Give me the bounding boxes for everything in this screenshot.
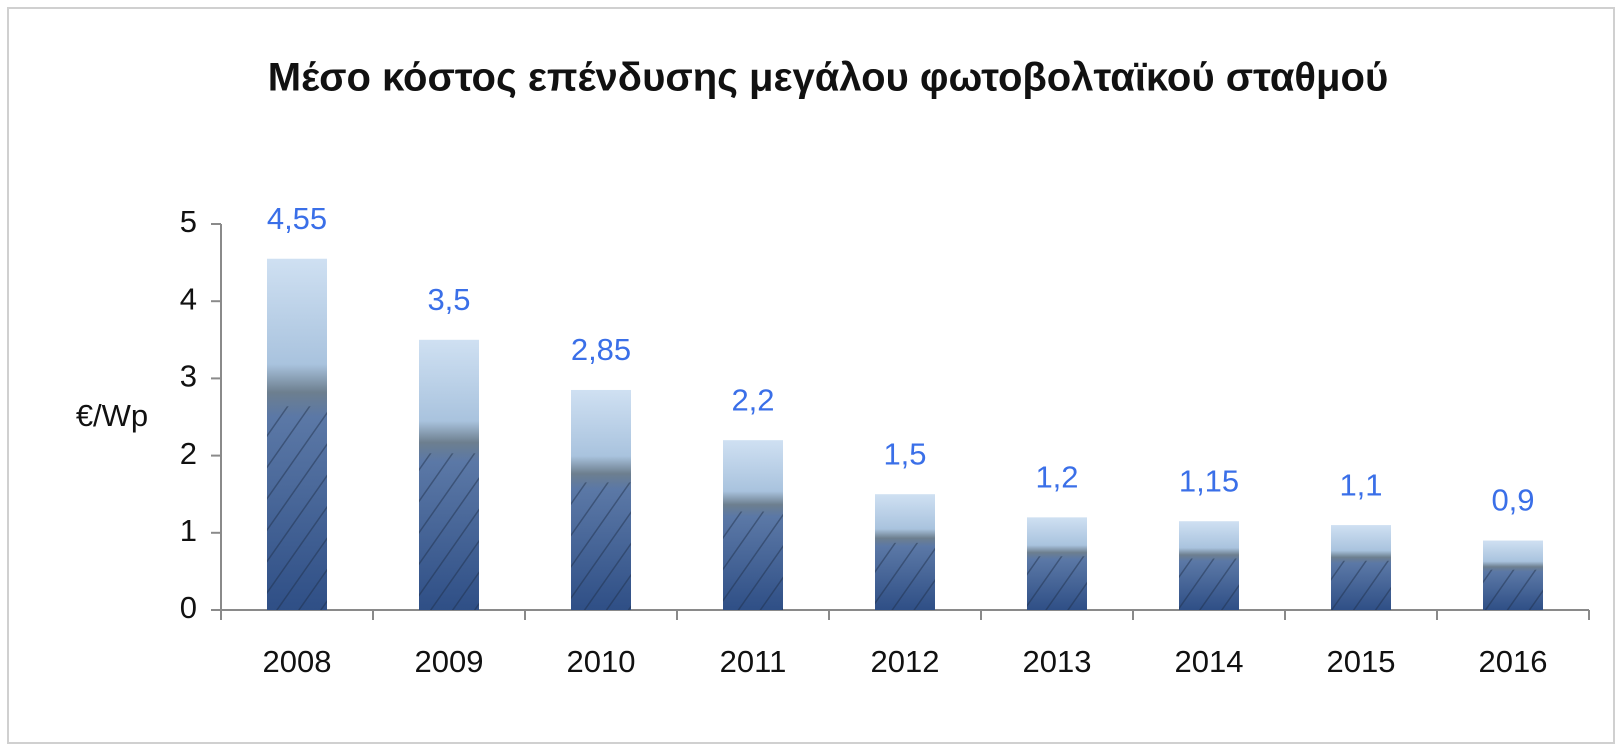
x-tick-label: 2008	[263, 644, 332, 679]
bar-texture	[875, 543, 935, 610]
value-label: 1,5	[883, 436, 926, 471]
y-tick-label: 3	[180, 359, 197, 394]
bar-texture	[1179, 559, 1239, 610]
value-label: 0,9	[1491, 483, 1534, 518]
y-tick-label: 4	[180, 281, 197, 316]
y-tick-label: 1	[180, 513, 197, 548]
y-tick-label: 2	[180, 436, 197, 471]
bar-texture	[1027, 556, 1087, 610]
x-tick-label: 2013	[1023, 644, 1092, 679]
chart-title: Μέσο κόστος επένδυσης μεγάλου φωτοβολταϊ…	[268, 56, 1388, 100]
x-tick-label: 2009	[415, 644, 484, 679]
x-tick-label: 2014	[1175, 644, 1244, 679]
bar-texture	[723, 511, 783, 610]
value-label: 2,2	[731, 382, 774, 417]
x-tick-label: 2012	[871, 644, 940, 679]
y-tick-label: 0	[180, 590, 197, 625]
x-tick-label: 2010	[567, 644, 636, 679]
value-label: 4,55	[267, 201, 327, 236]
page: {"chart_data": {"type": "bar", "title": …	[0, 0, 1615, 744]
value-label: 2,85	[571, 332, 631, 367]
chart-frame	[8, 8, 1614, 743]
bar-texture	[1483, 570, 1543, 610]
value-label: 3,5	[427, 282, 470, 317]
value-label: 1,2	[1035, 460, 1078, 495]
y-axis-label: €/Wp	[76, 398, 148, 433]
x-tick-label: 2011	[720, 644, 787, 679]
bar-texture	[419, 453, 479, 610]
value-label: 1,1	[1339, 467, 1382, 502]
bar-texture	[1331, 561, 1391, 610]
bar-texture	[267, 406, 327, 610]
x-tick-label: 2016	[1479, 644, 1548, 679]
value-label: 1,15	[1179, 463, 1239, 498]
chart: Μέσο κόστος επένδυσης μεγάλου φωτοβολταϊ…	[0, 0, 1615, 744]
bar-texture	[571, 482, 631, 610]
x-tick-label: 2015	[1327, 644, 1396, 679]
y-tick-label: 5	[180, 204, 197, 239]
